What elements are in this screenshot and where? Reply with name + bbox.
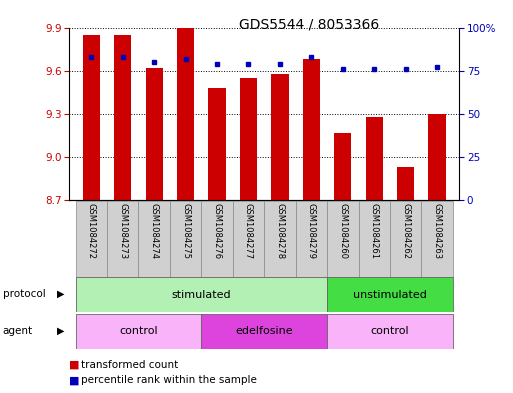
Text: protocol: protocol xyxy=(3,289,45,299)
Bar xyxy=(201,314,327,349)
Bar xyxy=(421,201,453,277)
Bar xyxy=(366,117,383,200)
Text: GSM1084276: GSM1084276 xyxy=(212,203,222,259)
Bar xyxy=(397,167,415,200)
Text: GSM1084277: GSM1084277 xyxy=(244,203,253,259)
Bar xyxy=(428,114,446,200)
Text: GSM1084274: GSM1084274 xyxy=(150,203,159,259)
Bar xyxy=(114,35,131,200)
Text: ■: ■ xyxy=(69,375,80,386)
Bar xyxy=(146,68,163,200)
Text: edelfosine: edelfosine xyxy=(235,326,293,336)
Bar xyxy=(201,201,233,277)
Bar xyxy=(240,78,257,200)
Bar xyxy=(359,201,390,277)
Bar xyxy=(139,201,170,277)
Text: GSM1084272: GSM1084272 xyxy=(87,203,96,259)
Bar xyxy=(208,88,226,200)
Bar xyxy=(83,35,100,200)
Bar xyxy=(75,277,327,312)
Bar xyxy=(264,201,295,277)
Bar xyxy=(107,201,139,277)
Text: control: control xyxy=(119,326,157,336)
Text: GSM1084262: GSM1084262 xyxy=(401,203,410,259)
Bar xyxy=(327,201,359,277)
Text: ■: ■ xyxy=(69,360,80,370)
Text: control: control xyxy=(371,326,409,336)
Text: ▶: ▶ xyxy=(57,326,64,336)
Bar xyxy=(327,314,453,349)
Bar xyxy=(177,28,194,200)
Text: percentile rank within the sample: percentile rank within the sample xyxy=(81,375,257,386)
Text: stimulated: stimulated xyxy=(171,290,231,300)
Bar xyxy=(170,201,201,277)
Bar xyxy=(303,59,320,200)
Text: GSM1084275: GSM1084275 xyxy=(181,203,190,259)
Bar xyxy=(75,201,107,277)
Text: GSM1084260: GSM1084260 xyxy=(338,203,347,259)
Bar xyxy=(233,201,264,277)
Text: GDS5544 / 8053366: GDS5544 / 8053366 xyxy=(239,18,379,32)
Text: GSM1084278: GSM1084278 xyxy=(275,203,284,259)
Bar xyxy=(295,201,327,277)
Bar xyxy=(75,314,201,349)
Text: ▶: ▶ xyxy=(57,289,64,299)
Text: unstimulated: unstimulated xyxy=(353,290,427,300)
Text: GSM1084279: GSM1084279 xyxy=(307,203,316,259)
Text: transformed count: transformed count xyxy=(81,360,179,370)
Bar xyxy=(390,201,421,277)
Bar xyxy=(271,73,289,200)
Text: GSM1084263: GSM1084263 xyxy=(432,203,442,259)
Bar xyxy=(327,277,453,312)
Text: GSM1084261: GSM1084261 xyxy=(370,203,379,259)
Bar xyxy=(334,133,351,200)
Text: GSM1084273: GSM1084273 xyxy=(118,203,127,259)
Text: agent: agent xyxy=(3,326,33,336)
